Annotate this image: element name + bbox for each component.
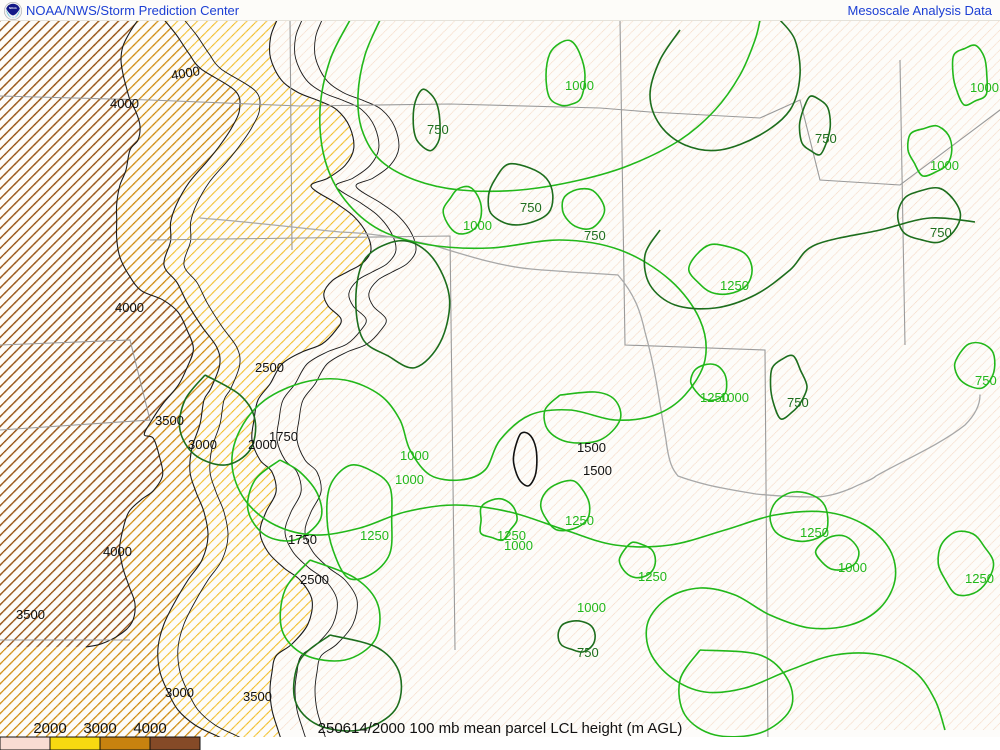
svg-text:4000: 4000	[133, 720, 166, 737]
svg-text:3000: 3000	[165, 685, 194, 700]
svg-text:750: 750	[584, 228, 606, 243]
svg-text:1000: 1000	[720, 390, 749, 405]
svg-text:1500: 1500	[577, 440, 606, 455]
svg-text:1000: 1000	[838, 560, 867, 575]
svg-text:4000: 4000	[115, 300, 144, 315]
svg-text:750: 750	[577, 645, 599, 660]
svg-text:1000: 1000	[463, 218, 492, 233]
svg-text:1250: 1250	[720, 278, 749, 293]
svg-text:250614/2000 100 mb mean parcel: 250614/2000 100 mb mean parcel LCL heigh…	[318, 720, 683, 737]
svg-text:1000: 1000	[395, 472, 424, 487]
svg-text:750: 750	[427, 122, 449, 137]
svg-text:3500: 3500	[16, 607, 45, 622]
svg-text:3000: 3000	[83, 720, 116, 737]
svg-text:4000: 4000	[103, 544, 132, 559]
svg-text:750: 750	[815, 131, 837, 146]
svg-text:2500: 2500	[255, 360, 284, 375]
svg-text:1000: 1000	[504, 538, 533, 553]
svg-text:1000: 1000	[577, 600, 606, 615]
svg-text:1250: 1250	[965, 571, 994, 586]
svg-text:1250: 1250	[638, 569, 667, 584]
svg-text:1500: 1500	[583, 463, 612, 478]
svg-text:750: 750	[520, 200, 542, 215]
svg-text:4000: 4000	[110, 96, 139, 111]
svg-text:1250: 1250	[565, 513, 594, 528]
svg-text:1000: 1000	[930, 158, 959, 173]
svg-text:1250: 1250	[360, 528, 389, 543]
svg-text:2000: 2000	[33, 720, 66, 737]
svg-text:3500: 3500	[155, 413, 184, 428]
svg-text:1250: 1250	[800, 525, 829, 540]
svg-text:3000: 3000	[188, 437, 217, 452]
svg-text:1000: 1000	[400, 448, 429, 463]
svg-text:3500: 3500	[243, 689, 272, 704]
svg-text:750: 750	[787, 395, 809, 410]
svg-text:750: 750	[975, 373, 997, 388]
svg-text:1750: 1750	[269, 429, 298, 444]
svg-text:1000: 1000	[565, 78, 594, 93]
svg-text:1750: 1750	[288, 532, 317, 547]
svg-text:750: 750	[930, 225, 952, 240]
svg-text:2500: 2500	[300, 572, 329, 587]
svg-text:1000: 1000	[970, 80, 999, 95]
